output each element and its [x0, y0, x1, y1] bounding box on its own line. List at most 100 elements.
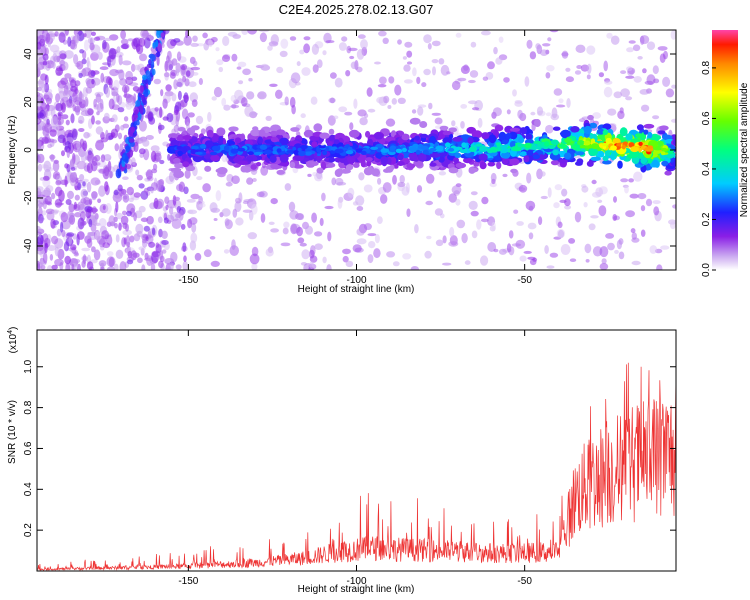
spectral-point: [127, 259, 134, 265]
spectral-point: [142, 30, 149, 39]
spectral-point: [435, 145, 444, 151]
spectral-point: [625, 133, 633, 141]
spectral-point: [454, 152, 462, 158]
spectral-point: [503, 77, 510, 83]
spectral-point: [194, 151, 203, 155]
spectral-point: [305, 225, 313, 235]
spectral-point: [89, 37, 93, 50]
spectral-point: [183, 35, 192, 46]
spectral-point: [74, 194, 80, 201]
spectral-point: [80, 188, 88, 199]
spectral-point: [170, 133, 178, 139]
spectral-point: [117, 184, 123, 192]
x-tick-label: -150: [178, 275, 198, 286]
spectral-point: [311, 43, 319, 55]
spectral-point: [91, 246, 96, 253]
spectral-point: [512, 89, 517, 97]
spectral-point: [252, 178, 257, 182]
spectral-point: [61, 220, 71, 230]
spectral-point: [211, 96, 217, 101]
spectral-point: [175, 264, 182, 270]
y-tick-label: 0.2: [23, 523, 34, 537]
spectral-point: [440, 64, 450, 76]
spectral-point: [652, 115, 660, 120]
spectral-point: [260, 165, 269, 176]
spectral-point: [607, 108, 617, 116]
spectral-point: [195, 115, 204, 125]
spectral-point: [599, 246, 609, 258]
spectral-point: [568, 238, 576, 244]
spectral-point: [254, 151, 263, 155]
spectral-point: [102, 242, 110, 249]
spectral-point: [159, 159, 165, 165]
spectral-point: [125, 223, 129, 232]
spectral-point: [42, 30, 49, 41]
spectral-point: [92, 70, 100, 75]
spectral-point: [173, 196, 180, 201]
spectral-point: [397, 154, 404, 161]
spectral-point: [80, 151, 87, 163]
spectral-point: [359, 117, 368, 126]
spectral-point: [546, 65, 555, 72]
spectral-point: [646, 41, 656, 50]
spectral-point: [282, 227, 289, 235]
spectral-point: [155, 39, 159, 48]
spectral-point: [185, 70, 191, 77]
spectral-point: [558, 98, 564, 104]
spectral-point: [130, 250, 137, 261]
spectral-point: [514, 101, 523, 107]
spectral-point: [135, 169, 140, 176]
spectral-point: [86, 57, 90, 68]
spectral-point: [126, 186, 134, 196]
spectral-point: [44, 109, 48, 118]
spectral-point: [470, 191, 478, 196]
spectral-point: [97, 198, 102, 204]
svg-text:(x104): (x104): [7, 327, 19, 354]
spectral-point: [557, 221, 563, 229]
spectral-point: [141, 238, 147, 244]
spectral-point: [419, 121, 428, 128]
spectral-point: [431, 59, 439, 64]
spectral-point: [352, 162, 360, 168]
spectral-point: [50, 116, 59, 128]
spectral-point: [488, 134, 497, 144]
spectral-point: [314, 231, 323, 237]
spectral-point: [531, 144, 537, 150]
spectral-point: [173, 157, 181, 164]
spectral-point: [198, 78, 203, 85]
spectral-point: [81, 220, 87, 226]
spectral-point: [49, 129, 57, 137]
spectral-point: [360, 39, 368, 50]
spectral-point: [528, 205, 534, 212]
spectral-point: [190, 232, 198, 244]
spectral-point: [37, 225, 41, 230]
spectral-point: [145, 169, 153, 180]
snr-series-line: [37, 362, 676, 571]
y-tick-label: 0.8: [23, 400, 34, 414]
spectral-point: [545, 72, 551, 79]
spectral-point: [672, 204, 676, 209]
spectral-point: [662, 134, 673, 141]
spectral-point: [51, 192, 56, 200]
spectral-point: [391, 98, 397, 105]
spectral-point: [392, 261, 400, 267]
spectral-point: [158, 124, 165, 131]
spectral-point: [409, 117, 421, 125]
spectral-point: [349, 122, 354, 131]
spectral-point: [177, 150, 183, 157]
spectral-point: [630, 146, 639, 153]
spectral-point: [299, 242, 307, 247]
spectral-point: [296, 61, 301, 67]
spectral-point: [610, 145, 617, 151]
spectral-point: [356, 238, 367, 245]
spectral-point: [210, 36, 218, 43]
spectral-point: [382, 37, 389, 44]
spectral-point: [552, 126, 561, 131]
spectral-point: [500, 144, 509, 149]
spectral-point: [250, 164, 257, 170]
spectral-point: [284, 183, 292, 191]
spectral-point: [316, 167, 324, 174]
spectral-point: [377, 177, 382, 185]
spectral-point: [380, 148, 390, 153]
spectral-point: [570, 126, 580, 133]
